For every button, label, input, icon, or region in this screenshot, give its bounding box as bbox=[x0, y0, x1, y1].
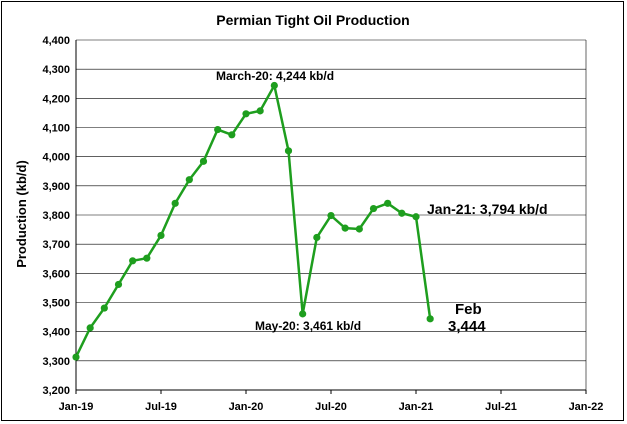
data-point bbox=[384, 199, 392, 207]
data-point bbox=[412, 213, 420, 221]
data-point bbox=[369, 204, 378, 213]
data-point bbox=[100, 304, 108, 312]
data-point bbox=[398, 209, 406, 217]
data-point bbox=[199, 157, 208, 165]
y-tick-label: 3,500 bbox=[42, 298, 70, 310]
y-axis-title: Production (kb/d) bbox=[14, 160, 29, 268]
x-tick-label: Jan-22 bbox=[569, 401, 604, 413]
y-tick-label: 4,400 bbox=[42, 35, 70, 47]
y-tick-label: 3,800 bbox=[42, 210, 70, 222]
y-tick-label: 3,300 bbox=[42, 356, 70, 368]
x-tick-label: Jul-19 bbox=[145, 401, 177, 413]
y-tick-labels: 3,200 3,300 3,400 3,500 3,600 3,700 3,800 3,900… bbox=[42, 35, 70, 397]
data-point bbox=[86, 324, 94, 332]
data-point bbox=[143, 254, 151, 262]
x-tick-label: Jul-21 bbox=[485, 401, 517, 413]
data-point bbox=[214, 125, 222, 134]
x-tick-label: Jan-21 bbox=[399, 401, 434, 413]
axes bbox=[75, 40, 587, 394]
data-point bbox=[228, 131, 236, 139]
y-tick-label: 4,300 bbox=[42, 64, 70, 76]
y-tick-label: 3,400 bbox=[42, 327, 70, 339]
y-tick-label: 3,900 bbox=[42, 181, 70, 193]
data-point bbox=[341, 224, 349, 232]
data-point bbox=[157, 231, 165, 240]
annotation-march-20: March-20: 4,244 kb/d bbox=[216, 69, 334, 83]
chart-title: Permian Tight Oil Production bbox=[216, 12, 409, 28]
x-tick-label: Jul-20 bbox=[315, 401, 347, 413]
data-point bbox=[129, 257, 137, 265]
y-tick-label: 4,000 bbox=[42, 152, 70, 164]
annotation-feb: Feb bbox=[455, 301, 482, 318]
data-point bbox=[327, 211, 335, 220]
y-tick-label: 4,100 bbox=[42, 123, 70, 135]
y-tick-label: 3,600 bbox=[42, 268, 70, 280]
x-tick-labels: Jan-19 Jul-19 Jan-20 Jul-20 Jan-21 Jul-21 Jan-… bbox=[59, 401, 604, 413]
data-point bbox=[270, 81, 278, 90]
data-point bbox=[185, 176, 193, 184]
annotation-may-20: May-20: 3,461 kb/d bbox=[255, 319, 361, 333]
y-tick-label: 4,200 bbox=[42, 93, 70, 105]
series-line-production bbox=[74, 84, 432, 358]
data-point bbox=[242, 110, 250, 118]
y-tick-label: 3,200 bbox=[42, 385, 70, 397]
series-production bbox=[74, 84, 432, 358]
data-point bbox=[299, 310, 307, 318]
data-point bbox=[114, 280, 123, 289]
y-tick-label: 3,700 bbox=[42, 239, 70, 251]
data-point bbox=[171, 199, 179, 207]
data-point bbox=[355, 225, 363, 233]
x-tick-label: Jan-20 bbox=[229, 401, 264, 413]
data-point bbox=[313, 233, 321, 242]
data-point bbox=[426, 315, 434, 323]
x-tick-label: Jan-19 bbox=[59, 401, 94, 413]
data-point bbox=[72, 353, 80, 361]
annotation-jan-21: Jan-21: 3,794 kb/d bbox=[427, 201, 548, 217]
data-point bbox=[284, 147, 293, 155]
data-point bbox=[256, 107, 264, 115]
annotation-feb-value: 3,444 bbox=[448, 318, 486, 335]
data-points bbox=[72, 81, 434, 361]
